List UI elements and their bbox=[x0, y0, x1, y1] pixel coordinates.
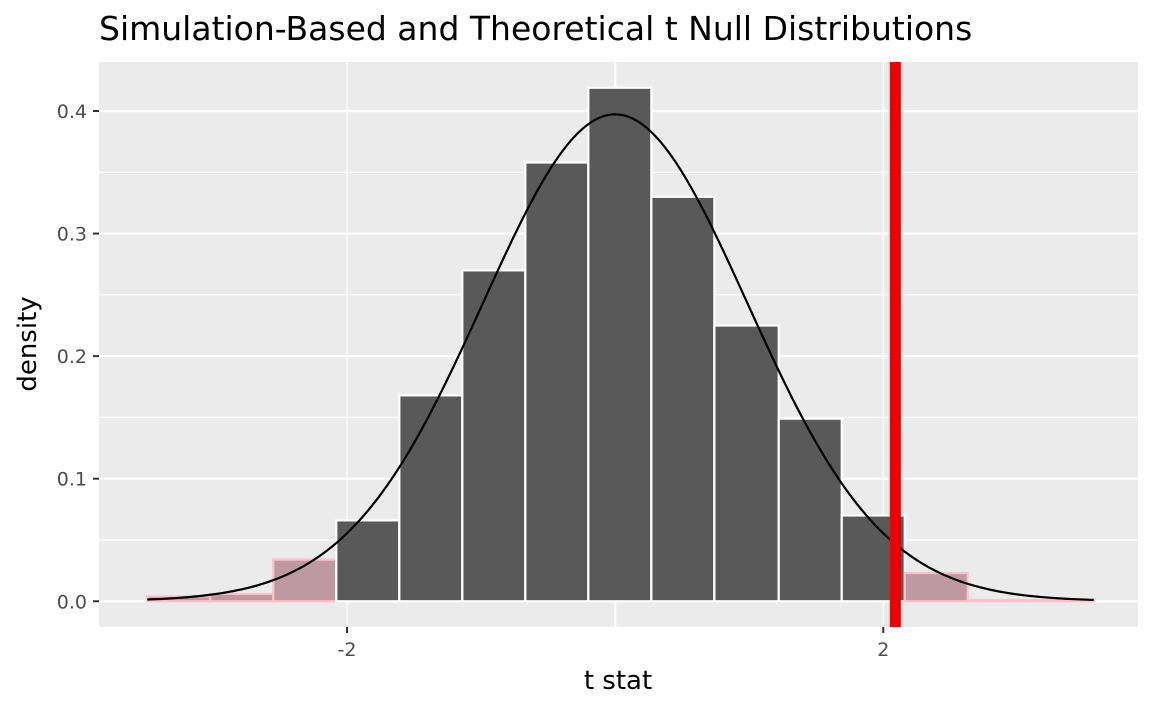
histogram-bar-shaded bbox=[209, 592, 275, 603]
y-axis-tick-label: 0.0 bbox=[57, 591, 87, 613]
histogram-bar-shaded bbox=[903, 571, 969, 603]
y-axis-tick-label: 0.1 bbox=[57, 469, 87, 491]
histogram-bar bbox=[777, 417, 843, 603]
chart-title: Simulation-Based and Theoretical t Null … bbox=[99, 9, 972, 48]
y-axis-tick-label: 0.4 bbox=[57, 101, 87, 123]
histogram-bar-shaded bbox=[966, 598, 1032, 603]
histogram-bar-shaded bbox=[1029, 598, 1095, 603]
histogram-bar bbox=[461, 269, 527, 603]
histogram-bar bbox=[398, 394, 464, 603]
observed-stat-line bbox=[889, 62, 901, 627]
histogram-bar bbox=[335, 519, 401, 603]
x-axis-title: t stat bbox=[584, 666, 652, 696]
x-axis-tick-label: -2 bbox=[338, 639, 357, 661]
histogram-bar bbox=[524, 161, 590, 603]
theoretical-t-curve bbox=[147, 113, 1094, 601]
x-axis: -2 2 bbox=[338, 627, 889, 661]
x-axis-tick-label: 2 bbox=[877, 639, 889, 661]
histogram-bar bbox=[650, 195, 716, 603]
histogram-bar bbox=[587, 86, 653, 603]
histogram-bar bbox=[713, 324, 780, 603]
y-axis-title: density bbox=[13, 296, 43, 391]
y-axis: 0.0 0.1 0.2 0.3 0.4 bbox=[57, 101, 99, 613]
y-axis-tick-label: 0.2 bbox=[57, 346, 87, 368]
y-axis-tick-label: 0.3 bbox=[57, 224, 87, 246]
